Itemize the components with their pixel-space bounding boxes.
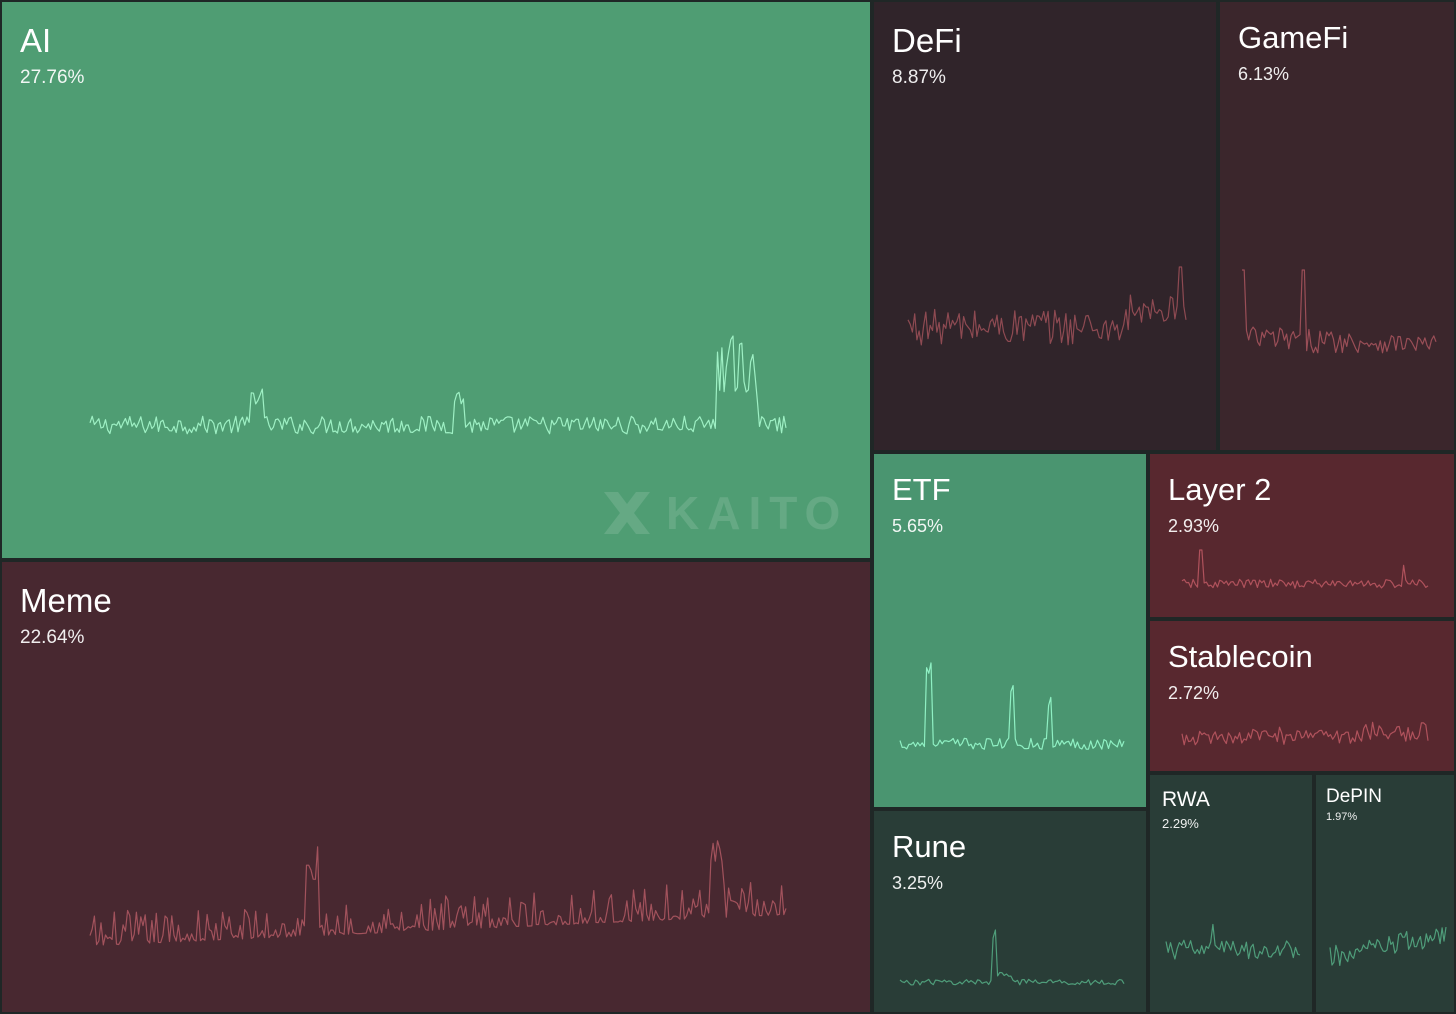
tile-depin[interactable]: DePIN 1.97% [1314,773,1456,1014]
tile-gamefi[interactable]: GameFi 6.13% [1218,0,1456,452]
sparkline-path [1181,721,1429,746]
tile-label: DePIN [1326,786,1382,807]
tile-stablecoin[interactable]: Stablecoin 2.72% [1148,619,1456,773]
sparkline [1165,923,1301,960]
tile-percent: 3.25% [892,873,944,893]
sparkline-path [1329,927,1447,966]
tile-label: AI [20,22,52,59]
tile-label: GameFi [1238,20,1349,55]
sparkline-path [899,662,1125,750]
tile-percent: 2.29% [1162,816,1199,831]
sparkline [1242,269,1437,354]
tile-ai[interactable]: AI 27.76% [0,0,872,560]
tile-label: ETF [892,472,951,507]
tile-label: Rune [892,829,967,864]
tile-meme[interactable]: Meme 22.64% [0,560,872,1014]
tile-defi[interactable]: DeFi 8.87% [872,0,1218,452]
tile-label: Meme [20,582,112,619]
sparkline-path [89,335,787,435]
sparkline-path [1181,549,1429,589]
sparkline [89,840,787,946]
sparkline [1181,549,1429,589]
tile-percent: 5.65% [892,516,944,536]
tile-percent: 2.93% [1168,516,1220,536]
sparkline [899,929,1125,986]
tile-percent: 27.76% [20,67,85,88]
tile-label: RWA [1162,788,1210,811]
tile-percent: 8.87% [892,67,946,88]
sparkline [907,266,1187,346]
sparkline-path [1242,269,1437,354]
tile-percent: 1.97% [1326,811,1358,823]
tile-percent: 22.64% [20,627,85,648]
sparkline [1181,721,1429,746]
sparkline [899,662,1125,750]
tile-rwa[interactable]: RWA 2.29% [1148,773,1314,1014]
tile-layer-2[interactable]: Layer 2 2.93% [1148,452,1456,619]
tile-label: Layer 2 [1168,472,1272,507]
sparkline-path [1165,923,1301,960]
sparkline [1329,927,1447,966]
sparkline-path [89,840,787,946]
tile-percent: 6.13% [1238,64,1290,84]
tile-etf[interactable]: ETF 5.65% [872,452,1148,809]
tile-rune[interactable]: Rune 3.25% [872,809,1148,1014]
tile-label: Stablecoin [1168,639,1313,674]
sparkline [89,335,787,435]
sparkline-path [907,266,1187,346]
sparkline-path [899,929,1125,986]
tile-label: DeFi [892,22,962,59]
tile-percent: 2.72% [1168,683,1220,703]
